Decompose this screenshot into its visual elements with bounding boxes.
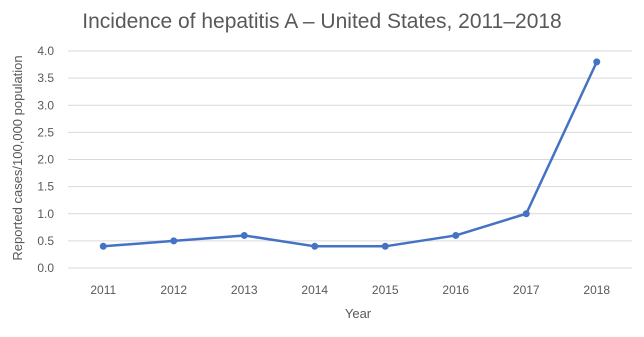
y-tick-label: 2.0 — [37, 153, 54, 167]
data-point — [452, 231, 460, 239]
data-point — [99, 242, 107, 250]
gridlines — [68, 50, 632, 269]
y-tick-label: 4.0 — [37, 44, 54, 58]
x-tick-label: 2018 — [583, 283, 610, 297]
y-tick-label: 1.0 — [37, 207, 54, 221]
data-point — [593, 58, 601, 66]
y-tick-label: 0.5 — [37, 234, 54, 248]
x-tick-label: 2013 — [231, 283, 258, 297]
x-tick-label: 2012 — [160, 283, 187, 297]
data-point — [381, 242, 389, 250]
data-point — [240, 231, 248, 239]
x-tick-label: 2011 — [90, 283, 116, 297]
data-points — [99, 58, 601, 250]
y-tick-label: 3.5 — [37, 71, 54, 85]
y-tick-labels: 0.0 0.5 1.0 1.5 2.0 2.5 3.0 3.5 4.0 — [37, 44, 54, 275]
y-tick-label: 0.0 — [37, 261, 54, 275]
x-axis-label: Year — [345, 306, 372, 321]
x-tick-label: 2015 — [372, 283, 399, 297]
data-point — [170, 237, 178, 245]
y-tick-label: 1.5 — [37, 180, 54, 194]
series-group — [102, 60, 598, 248]
y-tick-label: 3.0 — [37, 98, 54, 112]
x-tick-labels: 2011 2012 2013 2014 2015 2016 2017 2018 — [90, 283, 610, 297]
x-tick-label: 2016 — [442, 283, 469, 297]
x-tick-label: 2014 — [301, 283, 328, 297]
x-tick-label: 2017 — [513, 283, 540, 297]
chart-title: Incidence of hepatitis A – United States… — [82, 10, 561, 33]
y-tick-label: 2.5 — [37, 125, 54, 139]
data-point — [522, 210, 530, 218]
series-line — [102, 60, 598, 248]
data-point — [311, 242, 319, 250]
y-axis-label: Reported cases/100,000 population — [10, 55, 25, 260]
